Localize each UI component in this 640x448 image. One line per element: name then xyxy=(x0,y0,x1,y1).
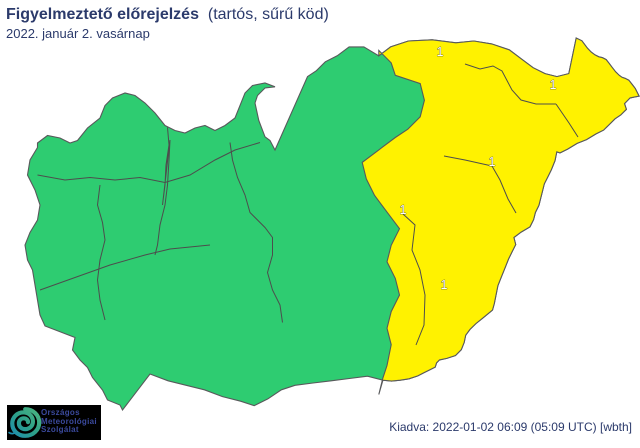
svg-text:1: 1 xyxy=(400,203,407,217)
svg-text:1: 1 xyxy=(437,45,444,59)
svg-text:1: 1 xyxy=(550,78,557,92)
svg-text:1: 1 xyxy=(441,278,448,292)
svg-text:1: 1 xyxy=(489,155,496,169)
